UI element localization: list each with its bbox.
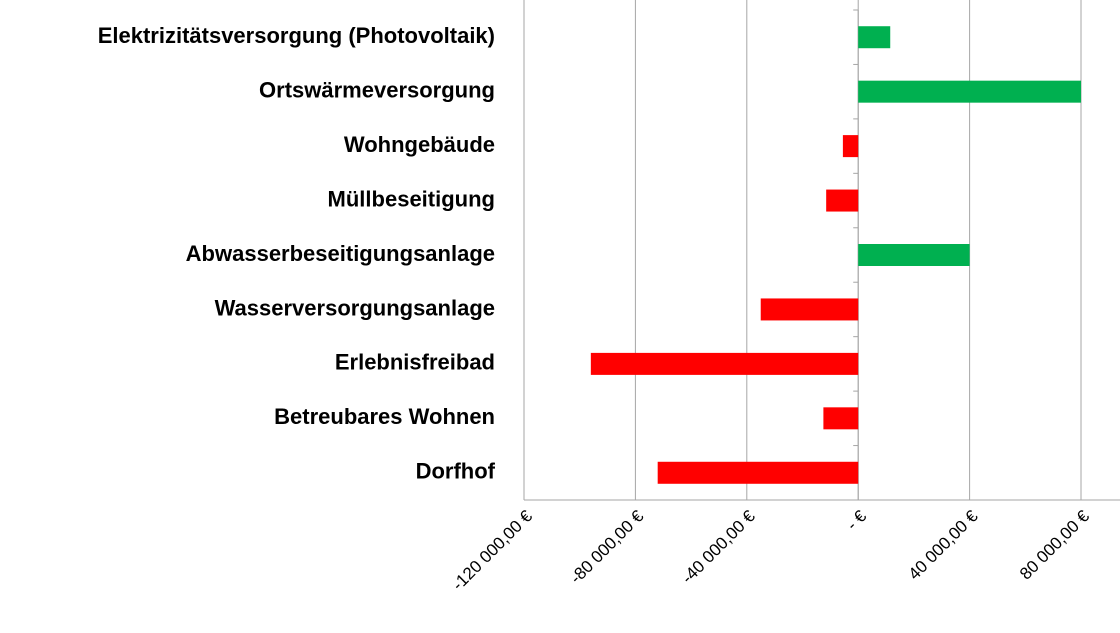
bar	[858, 26, 891, 49]
category-label: Elektrizitätsversorgung (Photovoltaik)	[98, 23, 495, 48]
category-label: Müllbeseitigung	[328, 186, 495, 211]
x-tick-label: -40 000,00 €	[678, 506, 759, 587]
bar	[590, 352, 859, 375]
category-label: Wasserversorgungsanlage	[215, 295, 495, 320]
bar	[842, 135, 859, 158]
bar	[858, 244, 970, 266]
category-label: Ortswärmeversorgung	[259, 77, 495, 102]
bar	[823, 407, 859, 430]
x-tick-label: -80 000,00 €	[566, 506, 647, 587]
category-label: Betreubares Wohnen	[274, 404, 495, 429]
x-tick-label: -120 000,00 €	[448, 506, 536, 594]
category-label: Wohngebäude	[344, 132, 495, 157]
x-tick-label: 40 000,00 €	[905, 506, 982, 583]
bar	[826, 189, 859, 212]
bar	[760, 298, 859, 321]
bar	[657, 461, 859, 484]
category-label: Dorfhof	[416, 459, 496, 484]
bar	[858, 80, 1082, 103]
x-tick-label: 80 000,00 €	[1016, 506, 1093, 583]
category-label: Abwasserbeseitigungsanlage	[186, 241, 495, 266]
x-tick-label: - €	[843, 506, 871, 534]
category-label: Erlebnisfreibad	[335, 350, 495, 375]
